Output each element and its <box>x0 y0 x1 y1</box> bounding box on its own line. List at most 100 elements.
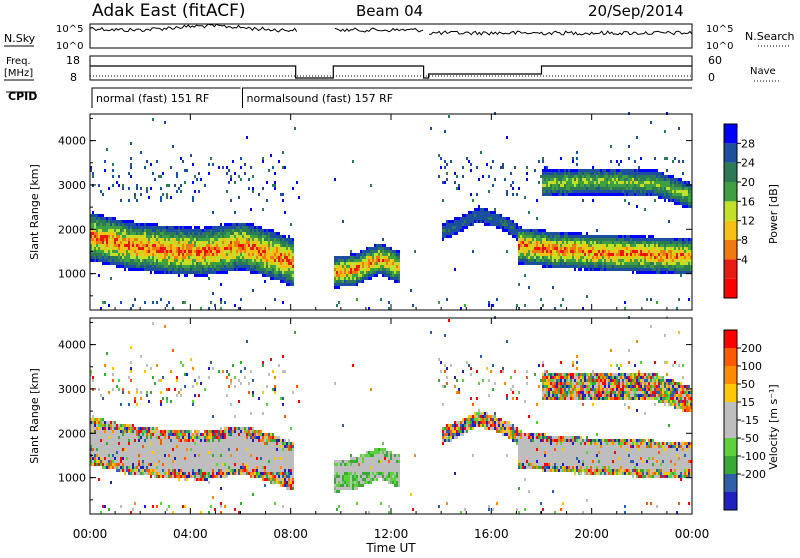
power-cell <box>200 178 202 181</box>
power-cell <box>592 253 594 256</box>
power-cell <box>178 247 180 250</box>
power-cell <box>208 259 210 262</box>
power-cell <box>650 181 652 184</box>
power-cell <box>466 220 468 223</box>
power-cell <box>134 196 136 199</box>
power-cell <box>202 262 204 265</box>
power-cell <box>444 235 446 238</box>
velocity-cell <box>152 457 154 460</box>
power-cell <box>494 223 496 226</box>
power-cell <box>652 247 654 250</box>
power-cell <box>660 187 662 190</box>
power-cell <box>628 169 630 172</box>
power-cell <box>610 181 612 184</box>
power-cell <box>606 238 608 241</box>
power-cell <box>254 226 256 229</box>
velocity-cell <box>96 430 98 433</box>
velocity-cell <box>132 469 134 472</box>
velocity-cell <box>94 448 96 451</box>
power-cell <box>120 262 122 265</box>
power-cell <box>218 241 220 244</box>
power-cell <box>284 166 286 169</box>
power-cell <box>672 265 674 268</box>
power-cell <box>224 262 226 265</box>
power-cell <box>624 181 626 184</box>
station-title: Adak East (fitACF) <box>92 1 246 21</box>
power-cell <box>632 265 634 268</box>
power-cell <box>674 178 676 181</box>
power-cell <box>172 232 174 235</box>
velocity-cell <box>136 427 138 430</box>
power-cell <box>222 232 224 235</box>
power-cell <box>556 178 558 181</box>
power-cell <box>616 187 618 190</box>
power-cell <box>146 244 148 247</box>
power-cell <box>522 241 524 244</box>
power-cell <box>266 199 268 202</box>
power-cell <box>552 253 554 256</box>
power-cell <box>130 166 132 169</box>
velocity-cell <box>148 400 150 403</box>
power-cell <box>228 232 230 235</box>
power-cell <box>600 253 602 256</box>
power-cell <box>598 244 600 247</box>
velocity-cell <box>114 439 116 442</box>
velocity-cell <box>150 391 152 394</box>
power-cell <box>140 247 142 250</box>
power-cell <box>334 268 336 271</box>
power-cell <box>198 190 200 193</box>
power-cell <box>676 265 678 268</box>
power-cell <box>254 232 256 235</box>
power-cell <box>140 193 142 196</box>
power-cell <box>522 235 524 238</box>
power-cell <box>518 244 520 247</box>
power-cell <box>540 250 542 253</box>
power-cell <box>630 181 632 184</box>
power-cell <box>108 262 110 265</box>
velocity-cell <box>138 427 140 430</box>
power-cell <box>104 256 106 259</box>
power-cell <box>340 259 342 262</box>
power-cell <box>346 268 348 271</box>
power-cell <box>116 229 118 232</box>
power-cell <box>370 250 372 253</box>
power-cbar-swatch <box>724 221 737 240</box>
power-cell <box>526 238 528 241</box>
power-cell <box>244 265 246 268</box>
power-cell <box>284 241 286 244</box>
power-cell <box>544 247 546 250</box>
power-cell <box>238 250 240 253</box>
power-cell <box>342 280 344 283</box>
power-cell <box>380 256 382 259</box>
velocity-cell <box>146 445 148 448</box>
power-cell <box>234 232 236 235</box>
power-cell <box>656 169 658 172</box>
power-cell <box>552 184 554 187</box>
power-cell <box>576 253 578 256</box>
power-cell <box>562 232 564 235</box>
power-cell <box>472 214 474 217</box>
power-cell <box>122 265 124 268</box>
power-cell <box>618 178 620 181</box>
power-cell <box>582 262 584 265</box>
power-cell <box>240 226 242 229</box>
power-cell <box>688 199 690 202</box>
power-cell <box>662 175 664 178</box>
velocity-cell <box>150 475 152 478</box>
power-cell <box>136 247 138 250</box>
power-cell <box>158 238 160 241</box>
power-cell <box>218 226 220 229</box>
power-cell <box>570 184 572 187</box>
power-cell <box>244 229 246 232</box>
power-cell <box>124 247 126 250</box>
power-cell <box>264 280 266 283</box>
power-cell <box>110 241 112 244</box>
power-cell <box>134 232 136 235</box>
velocity-cell <box>100 439 102 442</box>
velocity-cell <box>134 472 136 475</box>
power-cell <box>548 181 550 184</box>
power-cell <box>480 211 482 214</box>
power-cell <box>166 229 168 232</box>
power-cell <box>238 223 240 226</box>
power-cell <box>260 262 262 265</box>
